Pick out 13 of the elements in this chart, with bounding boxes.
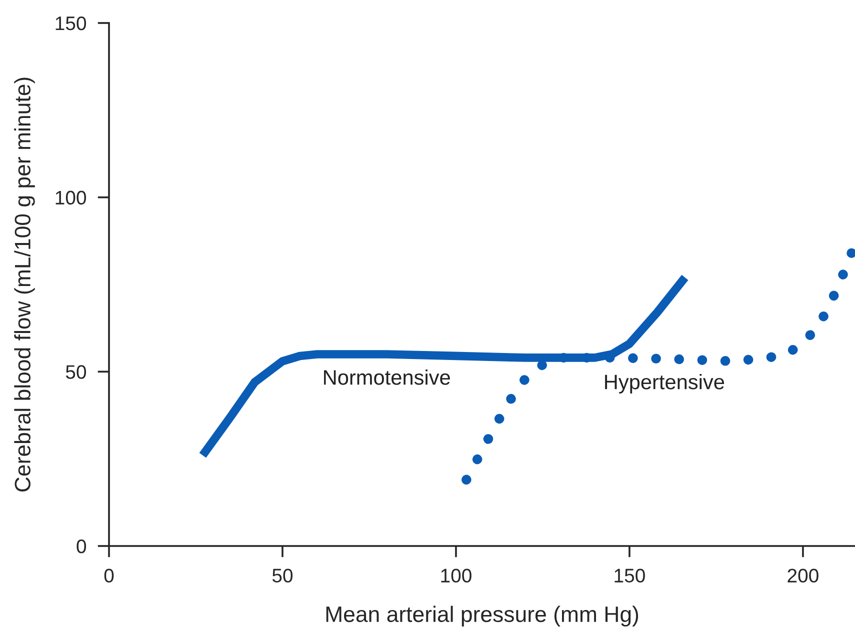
y-tick-label: 150 (56, 16, 86, 30)
y-tick-label: 0 (76, 539, 86, 554)
series-label: Normotensive (324, 370, 450, 385)
y-tick-label: 100 (56, 190, 86, 205)
x-tick-label: 150 (614, 568, 645, 583)
x-tick-label: 100 (441, 568, 472, 583)
x-tick-label: 50 (272, 568, 293, 583)
y-tick-label: 50 (66, 365, 86, 379)
x-axis-title: Mean arterial pressure (mm Hg) (326, 606, 638, 627)
x-tick-label: 0 (104, 568, 114, 583)
x-tick-label: 200 (788, 568, 818, 583)
y-axis-title: Cerebral blood flow (mL/100 g per minute) (14, 78, 35, 492)
series-label: Hypertensive (605, 374, 724, 394)
